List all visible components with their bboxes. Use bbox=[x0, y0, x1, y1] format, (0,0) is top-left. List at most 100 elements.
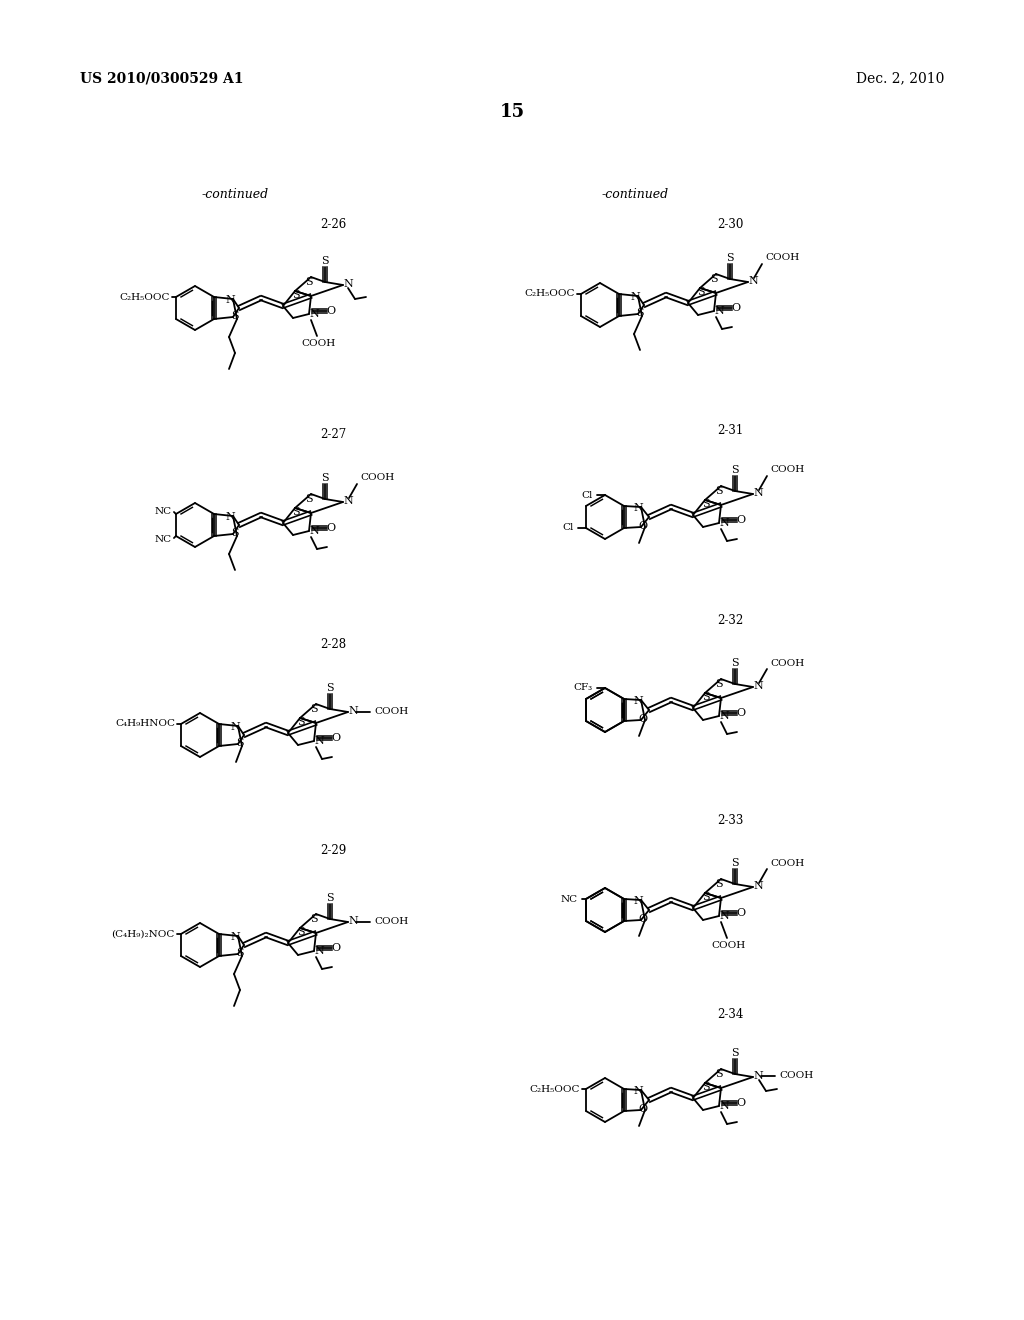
Text: N: N bbox=[753, 1071, 763, 1081]
Text: O: O bbox=[327, 306, 336, 315]
Text: N: N bbox=[343, 279, 353, 289]
Text: N: N bbox=[309, 309, 318, 319]
Text: O: O bbox=[736, 515, 745, 525]
Text: S: S bbox=[702, 499, 710, 510]
Text: C₂H₅OOC: C₂H₅OOC bbox=[524, 289, 574, 298]
Text: S: S bbox=[702, 692, 710, 702]
Text: N: N bbox=[314, 737, 324, 746]
Text: COOH: COOH bbox=[779, 1072, 813, 1081]
Text: 2-26: 2-26 bbox=[319, 219, 346, 231]
Text: N: N bbox=[230, 722, 240, 733]
Text: S: S bbox=[297, 717, 305, 727]
Text: S: S bbox=[731, 858, 738, 869]
Text: 2-32: 2-32 bbox=[717, 614, 743, 627]
Text: COOH: COOH bbox=[770, 858, 804, 867]
Text: S: S bbox=[292, 290, 300, 300]
Text: 2-27: 2-27 bbox=[319, 429, 346, 441]
Text: N: N bbox=[753, 681, 763, 690]
Text: COOH: COOH bbox=[770, 466, 804, 474]
Text: N: N bbox=[630, 292, 640, 302]
Text: N: N bbox=[719, 517, 729, 528]
Text: O: O bbox=[736, 908, 745, 917]
Text: COOH: COOH bbox=[712, 940, 746, 949]
Text: S: S bbox=[697, 286, 705, 297]
Text: S: S bbox=[305, 277, 312, 286]
Text: -continued: -continued bbox=[202, 189, 268, 202]
Text: C₄H₉HNOC: C₄H₉HNOC bbox=[115, 719, 175, 729]
Text: S: S bbox=[231, 312, 239, 321]
Text: O: O bbox=[731, 304, 740, 313]
Text: N: N bbox=[348, 916, 357, 927]
Text: CF₃: CF₃ bbox=[573, 684, 593, 693]
Text: (C₄H₉)₂NOC: (C₄H₉)₂NOC bbox=[112, 929, 175, 939]
Text: S: S bbox=[715, 486, 723, 496]
Text: O: O bbox=[736, 708, 745, 718]
Text: COOH: COOH bbox=[374, 917, 409, 927]
Text: S: S bbox=[726, 253, 734, 263]
Text: O: O bbox=[327, 523, 336, 533]
Text: S: S bbox=[310, 913, 317, 924]
Text: S: S bbox=[327, 682, 334, 693]
Text: N: N bbox=[719, 711, 729, 721]
Text: N: N bbox=[633, 503, 643, 513]
Text: N: N bbox=[348, 706, 357, 715]
Text: S: S bbox=[715, 879, 723, 888]
Text: S: S bbox=[702, 1082, 710, 1092]
Text: N: N bbox=[309, 525, 318, 536]
Text: N: N bbox=[749, 276, 758, 286]
Text: 2-28: 2-28 bbox=[319, 639, 346, 652]
Text: C₂H₅OOC: C₂H₅OOC bbox=[120, 293, 170, 301]
Text: NC: NC bbox=[155, 507, 172, 516]
Text: S: S bbox=[322, 256, 329, 267]
Text: COOH: COOH bbox=[770, 659, 804, 668]
Text: 2-30: 2-30 bbox=[717, 219, 743, 231]
Text: NC: NC bbox=[155, 535, 172, 544]
Text: COOH: COOH bbox=[765, 253, 800, 263]
Text: Cl: Cl bbox=[582, 491, 593, 499]
Text: S: S bbox=[715, 1069, 723, 1078]
Text: 2-29: 2-29 bbox=[319, 843, 346, 857]
Text: O: O bbox=[638, 913, 647, 924]
Text: S: S bbox=[702, 892, 710, 902]
Text: S: S bbox=[231, 528, 239, 539]
Text: NC: NC bbox=[561, 895, 578, 903]
Text: S: S bbox=[731, 1048, 738, 1059]
Text: N: N bbox=[753, 488, 763, 498]
Text: N: N bbox=[225, 294, 234, 305]
Text: N: N bbox=[633, 896, 643, 906]
Text: S: S bbox=[731, 465, 738, 475]
Text: N: N bbox=[633, 1086, 643, 1096]
Text: -continued: -continued bbox=[601, 189, 669, 202]
Text: S: S bbox=[715, 678, 723, 689]
Text: N: N bbox=[633, 696, 643, 706]
Text: 2-31: 2-31 bbox=[717, 424, 743, 437]
Text: O: O bbox=[638, 714, 647, 723]
Text: 2-33: 2-33 bbox=[717, 813, 743, 826]
Text: S: S bbox=[297, 927, 305, 937]
Text: O: O bbox=[332, 942, 341, 953]
Text: S: S bbox=[636, 308, 644, 318]
Text: S: S bbox=[292, 507, 300, 517]
Text: N: N bbox=[225, 512, 234, 521]
Text: O: O bbox=[332, 733, 341, 743]
Text: N: N bbox=[719, 1101, 729, 1111]
Text: COOH: COOH bbox=[302, 338, 336, 347]
Text: Cl: Cl bbox=[562, 524, 573, 532]
Text: N: N bbox=[753, 880, 763, 891]
Text: US 2010/0300529 A1: US 2010/0300529 A1 bbox=[80, 71, 244, 84]
Text: S: S bbox=[731, 657, 738, 668]
Text: Dec. 2, 2010: Dec. 2, 2010 bbox=[856, 71, 944, 84]
Text: COOH: COOH bbox=[374, 708, 409, 717]
Text: N: N bbox=[314, 946, 324, 956]
Text: N: N bbox=[230, 932, 240, 942]
Text: S: S bbox=[305, 494, 312, 504]
Text: S: S bbox=[237, 948, 244, 958]
Text: COOH: COOH bbox=[360, 474, 394, 483]
Text: 2-34: 2-34 bbox=[717, 1008, 743, 1022]
Text: C₂H₅OOC: C₂H₅OOC bbox=[529, 1085, 580, 1093]
Text: S: S bbox=[322, 473, 329, 483]
Text: S: S bbox=[711, 275, 718, 284]
Text: N: N bbox=[719, 911, 729, 921]
Text: N: N bbox=[714, 306, 724, 315]
Text: N: N bbox=[343, 496, 353, 506]
